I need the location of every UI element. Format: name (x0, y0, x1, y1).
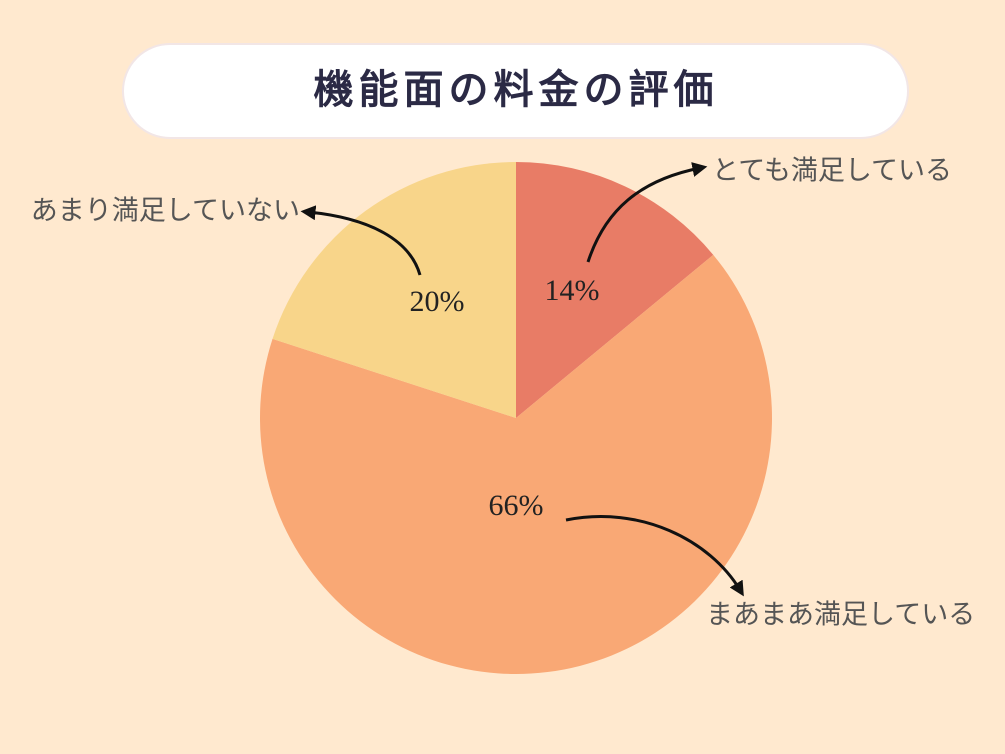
chart-title: 機能面の料金の評価 (314, 67, 719, 113)
pie (259, 162, 772, 675)
pie-slice (259, 254, 772, 675)
value-label: 66% (489, 489, 544, 522)
category-label: まあまあ満足している (706, 600, 975, 631)
category-label: とても満足している (712, 156, 952, 187)
value-label: 14% (545, 274, 600, 307)
pie-slice (516, 162, 714, 418)
labels: 14% とても満足している 66% まあまあ満足している 20% あまり満足していない (31, 156, 975, 631)
arrow (586, 162, 708, 263)
value-label: 20% (410, 285, 465, 318)
title-box (122, 43, 909, 139)
arrows (300, 162, 744, 597)
category-label: あまり満足していない (31, 196, 300, 227)
pie-slice (272, 162, 516, 418)
arrow (565, 515, 744, 597)
arrow (300, 205, 422, 276)
